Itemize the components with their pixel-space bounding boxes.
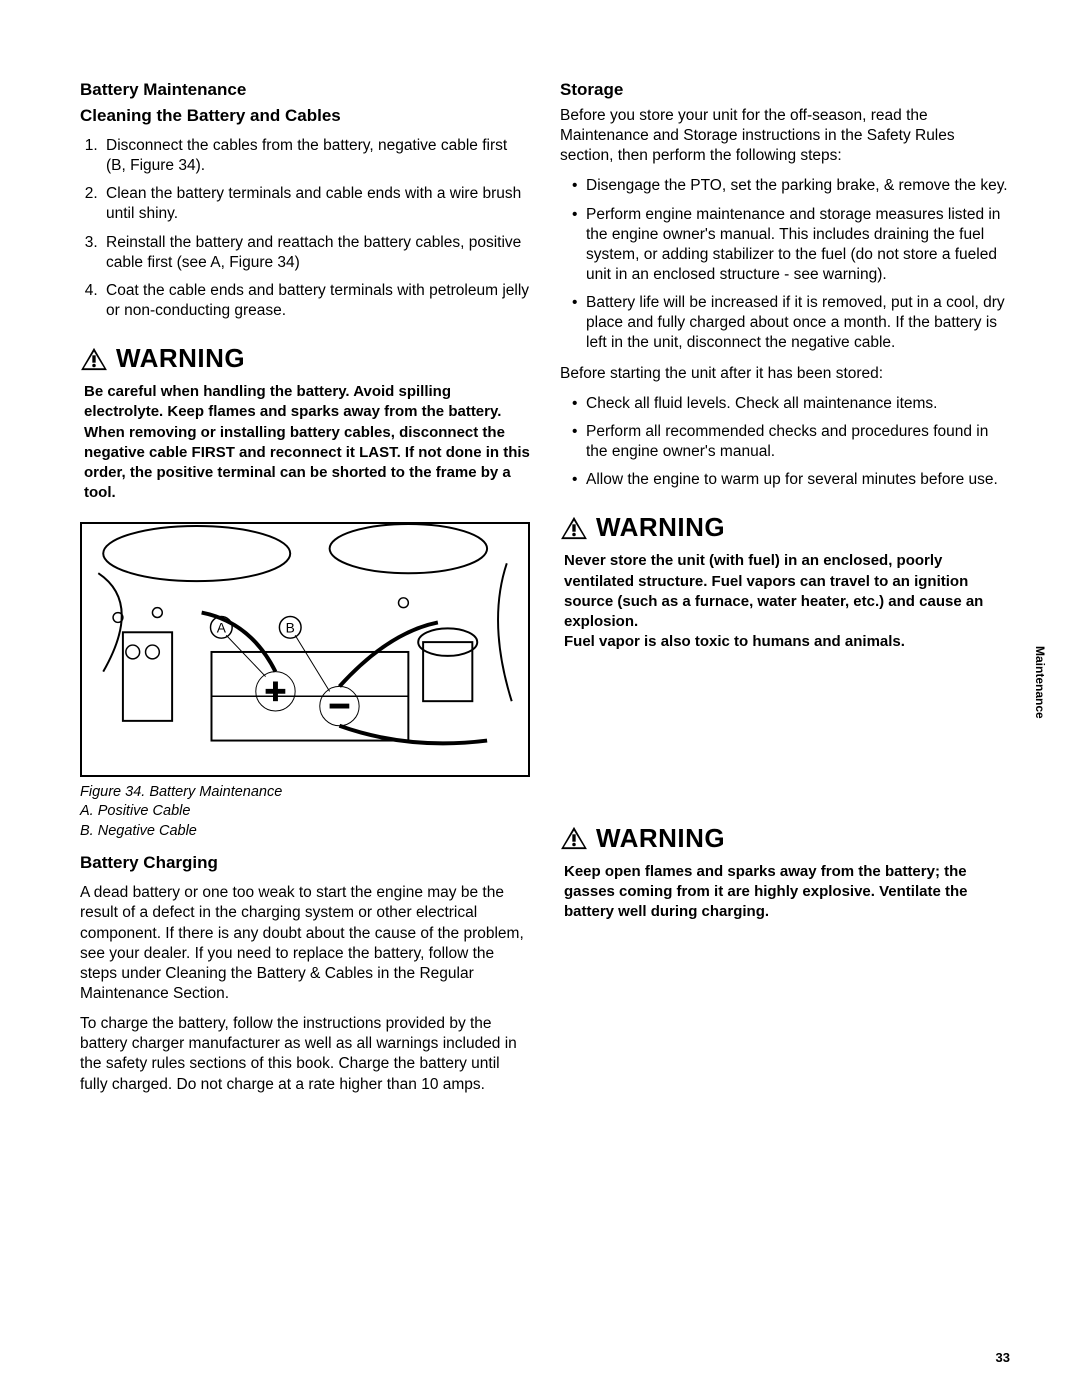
warning-battery-handling: WARNING Be careful when handling the bat… <box>80 343 530 504</box>
svg-text:B: B <box>286 620 295 635</box>
list-item: Coat the cable ends and battery terminal… <box>102 281 530 321</box>
warning-triangle-icon <box>560 826 588 850</box>
post-storage-list: Check all fluid levels. Check all mainte… <box>560 394 1010 491</box>
right-column: Storage Before you store your unit for t… <box>560 80 1010 1105</box>
left-column: Battery Maintenance Cleaning the Battery… <box>80 80 530 1105</box>
svg-text:A: A <box>217 620 227 635</box>
list-item: Allow the engine to warm up for several … <box>572 470 1010 490</box>
warning-body: Keep open flames and sparks away from th… <box>560 862 1010 923</box>
list-item: Check all fluid levels. Check all mainte… <box>572 394 1010 414</box>
warning-title: WARNING <box>116 343 245 374</box>
figure-image: A B <box>80 522 530 777</box>
caption-line: B. Negative Cable <box>80 822 530 842</box>
heading-storage: Storage <box>560 80 1010 100</box>
list-item: Perform engine maintenance and storage m… <box>572 205 1010 286</box>
list-item: Perform all recommended checks and proce… <box>572 422 1010 462</box>
warning-triangle-icon <box>560 516 588 540</box>
storage-steps-list: Disengage the PTO, set the parking brake… <box>560 176 1010 353</box>
warning-header: WARNING <box>80 343 530 374</box>
caption-line: Figure 34. Battery Maintenance <box>80 783 530 803</box>
list-item: Disconnect the cables from the battery, … <box>102 136 530 176</box>
list-item: Battery life will be increased if it is … <box>572 293 1010 353</box>
paragraph: To charge the battery, follow the instru… <box>80 1014 530 1095</box>
section-tab-maintenance: Maintenance <box>1030 640 1050 725</box>
warning-charging-flames: WARNING Keep open flames and sparks away… <box>560 823 1010 923</box>
list-item: Disengage the PTO, set the parking brake… <box>572 176 1010 196</box>
page-number: 33 <box>996 1350 1010 1365</box>
warning-storage-fuel: WARNING Never store the unit (with fuel)… <box>560 512 1010 652</box>
warning-title: WARNING <box>596 512 725 543</box>
figure-34: A B Figure 34. Battery Maintenance A. Po… <box>80 522 530 842</box>
cleaning-steps-list: Disconnect the cables from the battery, … <box>80 136 530 321</box>
warning-body: Be careful when handling the battery. Av… <box>80 382 530 504</box>
heading-battery-charging: Battery Charging <box>80 853 530 873</box>
heading-battery-maintenance: Battery Maintenance <box>80 80 530 100</box>
heading-cleaning: Cleaning the Battery and Cables <box>80 106 530 126</box>
paragraph: Before starting the unit after it has be… <box>560 364 1010 384</box>
two-column-layout: Battery Maintenance Cleaning the Battery… <box>80 80 1010 1105</box>
warning-triangle-icon <box>80 347 108 371</box>
list-item: Reinstall the battery and reattach the b… <box>102 233 530 273</box>
list-item: Clean the battery terminals and cable en… <box>102 184 530 224</box>
warning-body: Never store the unit (with fuel) in an e… <box>560 551 1010 652</box>
paragraph: A dead battery or one too weak to start … <box>80 883 530 1004</box>
warning-title: WARNING <box>596 823 725 854</box>
caption-line: A. Positive Cable <box>80 802 530 822</box>
warning-header: WARNING <box>560 512 1010 543</box>
figure-caption: Figure 34. Battery Maintenance A. Positi… <box>80 783 530 842</box>
paragraph: Before you store your unit for the off-s… <box>560 106 1010 166</box>
warning-header: WARNING <box>560 823 1010 854</box>
